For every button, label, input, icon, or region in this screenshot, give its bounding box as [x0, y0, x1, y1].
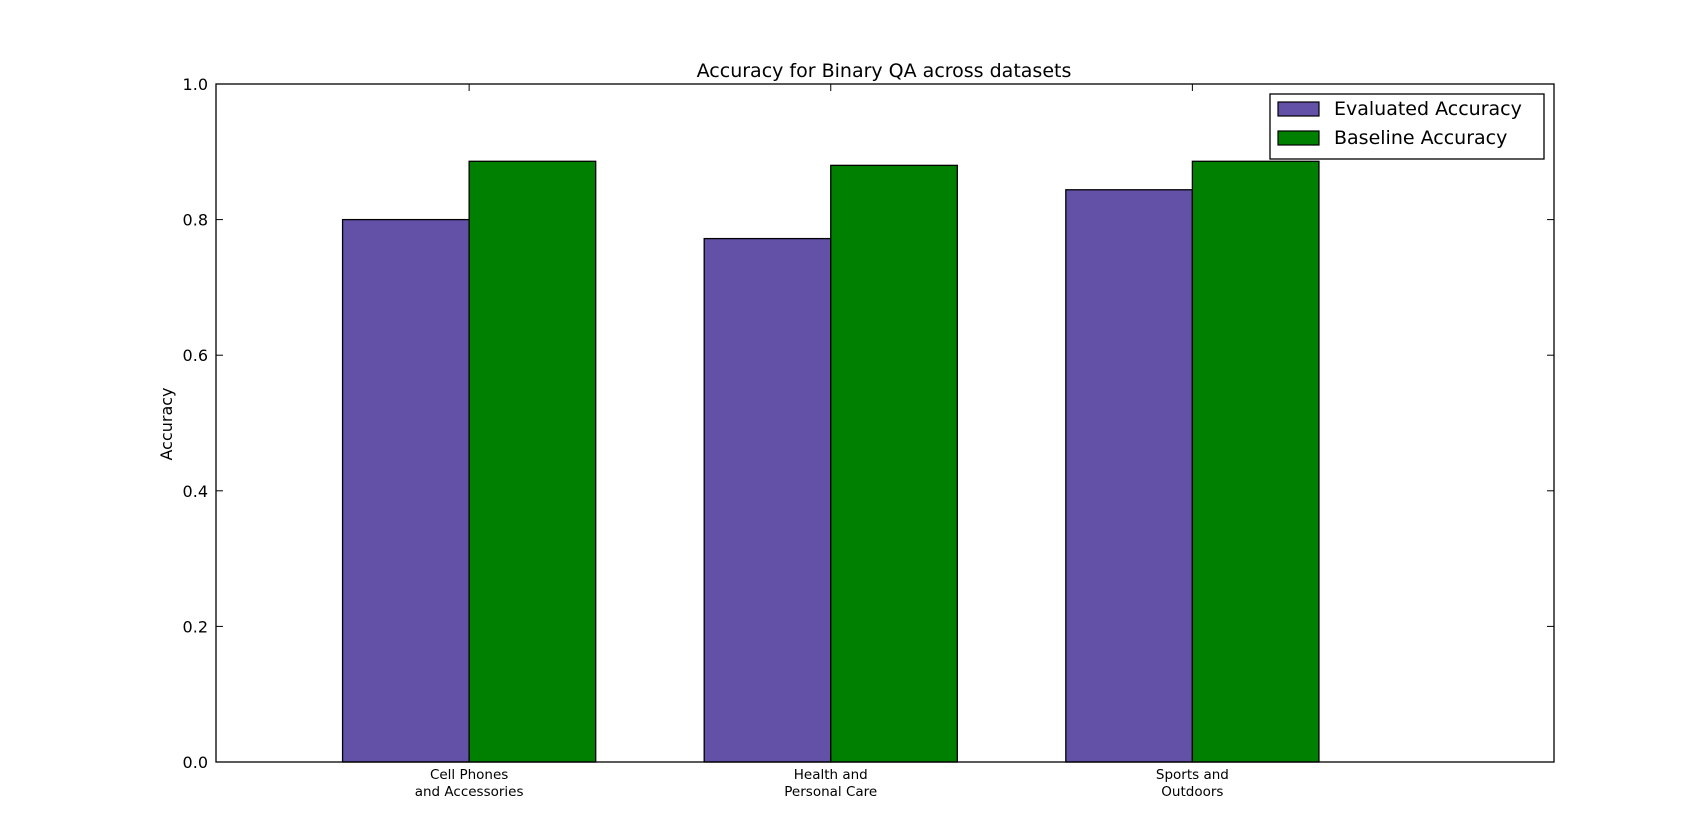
bars-group	[341, 160, 1320, 763]
y-tick-label-2: 0.4	[183, 482, 208, 501]
y-tick-label-4: 0.8	[183, 211, 208, 230]
x-category-label-0: Cell Phones and Accessories	[415, 767, 524, 800]
legend-label-0: Evaluated Accuracy	[1334, 98, 1522, 120]
bar-evaluated-1	[703, 237, 832, 763]
y-tick-label-3: 0.6	[183, 346, 208, 365]
bar-evaluated-2	[1065, 189, 1194, 763]
legend: Evaluated Accuracy Baseline Accuracy	[1269, 93, 1545, 160]
plot-frame	[215, 83, 1555, 763]
bar-baseline-2	[1191, 160, 1320, 763]
legend-swatch-0	[1277, 101, 1320, 117]
bar-evaluated-0	[341, 218, 470, 763]
axes-group: 0.0 0.2 0.4 0.6 0.8 1.0 Cell Phones and Accesso…	[183, 75, 1555, 800]
y-tick-label-1: 0.2	[183, 617, 208, 636]
y-tick-label-0: 0.0	[183, 753, 208, 772]
legend-label-1: Baseline Accuracy	[1334, 127, 1507, 149]
y-axis-label: Accuracy	[157, 387, 176, 460]
chart-title: Accuracy for Binary QA across datasets	[697, 60, 1072, 82]
x-category-label-2: Sports and Outdoors	[1156, 767, 1229, 800]
bar-baseline-1	[830, 164, 958, 763]
legend-swatch-1	[1277, 130, 1320, 146]
x-category-label-1: Health and Personal Care	[784, 767, 877, 800]
bar-baseline-0	[468, 160, 597, 763]
y-tick-label-5: 1.0	[183, 75, 208, 94]
